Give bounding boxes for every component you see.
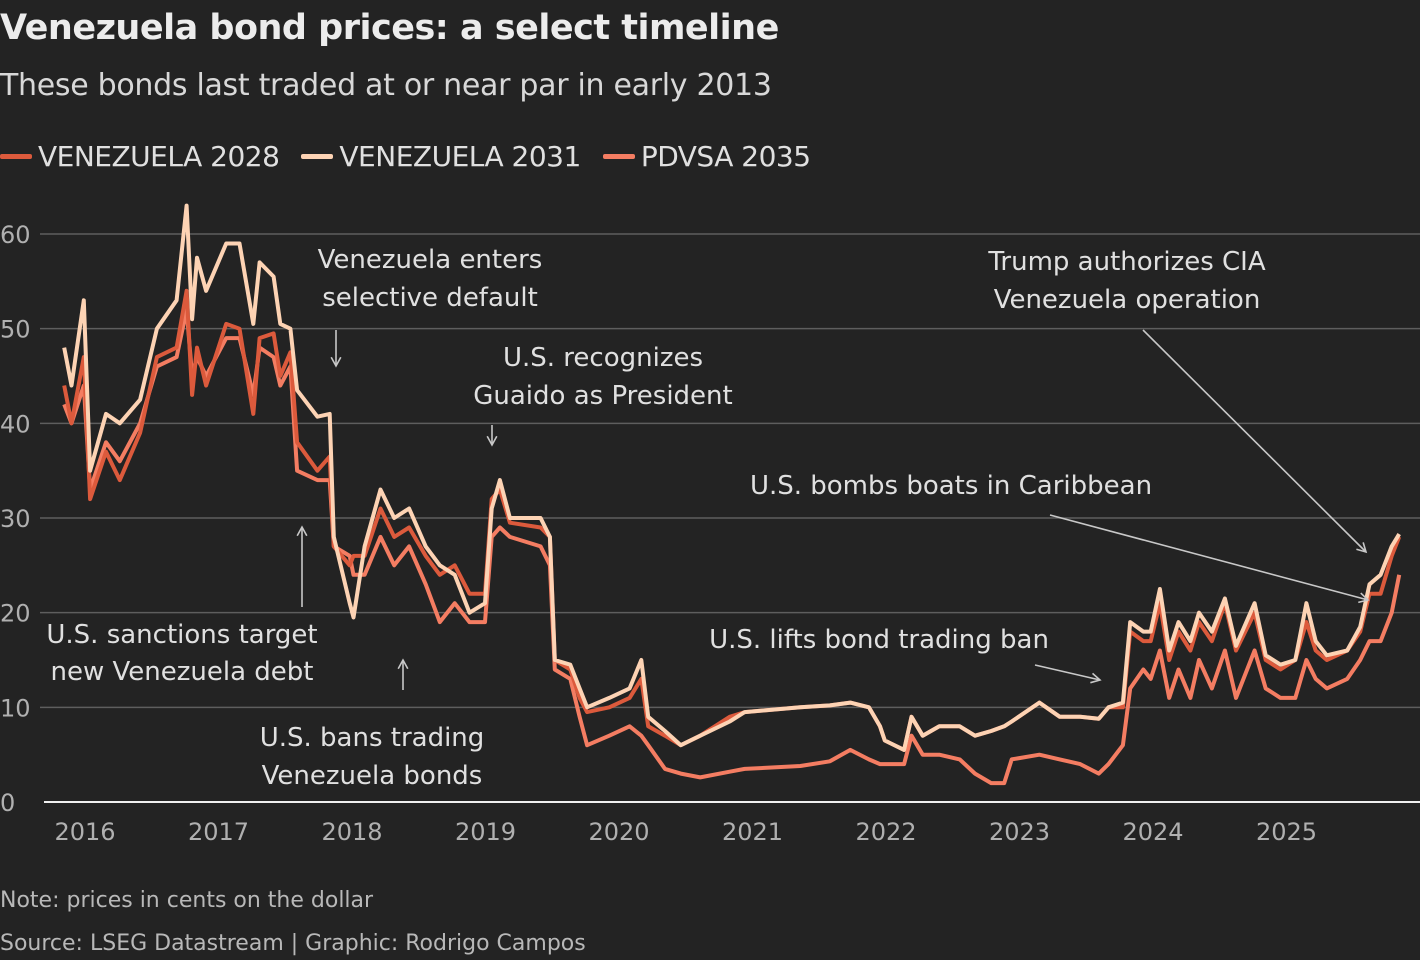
x-tick-label: 2018	[321, 818, 382, 846]
annotation: U.S. lifts bond trading ban	[709, 625, 1102, 684]
x-tick-label: 2023	[989, 818, 1050, 846]
annotation-text: U.S. recognizes	[503, 343, 703, 373]
annotation-text: Venezuela enters	[318, 245, 543, 275]
y-tick-label: 40	[0, 410, 31, 438]
arrowhead-icon	[296, 525, 308, 537]
series-line-venezuela-2031	[62, 203, 1401, 752]
annotation-text: Trump authorizes CIA	[987, 247, 1266, 277]
chart-subtitle: These bonds last traded at or near par i…	[0, 68, 772, 103]
arrowhead-icon	[1356, 542, 1368, 554]
x-tick-label: 2019	[455, 818, 516, 846]
annotation: Venezuela enters selective default	[318, 245, 543, 368]
y-tick-label: 30	[0, 505, 31, 533]
x-tick-label: 2024	[1122, 818, 1183, 846]
annotation: U.S. bans trading Venezuela bonds	[260, 658, 485, 791]
legend-label: VENEZUELA 2028	[38, 140, 280, 173]
x-tick-label: 2022	[855, 818, 916, 846]
legend-item-venezuela-2031: VENEZUELA 2031	[301, 140, 581, 173]
annotation-arrow-line	[1034, 664, 1101, 681]
arrowhead-icon	[1358, 592, 1370, 604]
legend: VENEZUELA 2028 VENEZUELA 2031 PDVSA 2035	[0, 140, 811, 173]
x-tick-label: 2020	[588, 818, 649, 846]
legend-item-venezuela-2028: VENEZUELA 2028	[0, 140, 280, 173]
annotation-text: new Venezuela debt	[51, 657, 314, 687]
x-tick-label: 2021	[722, 818, 783, 846]
x-tick-label: 2016	[54, 818, 115, 846]
series-line-pdvsa-2035	[62, 307, 1402, 786]
y-tick-label: 10	[0, 694, 31, 722]
note: Note: prices in cents on the dollar	[0, 888, 374, 913]
arrowhead-icon	[397, 658, 409, 670]
annotation-arrow-line	[1142, 329, 1367, 553]
annotation: U.S. bombs boats in Caribbean	[750, 471, 1370, 604]
legend-swatch	[602, 154, 635, 159]
y-tick-label: 20	[0, 600, 31, 628]
y-tick-label: 60	[0, 221, 31, 249]
source: Source: LSEG Datastream | Graphic: Rodri…	[0, 931, 586, 956]
legend-label: VENEZUELA 2031	[339, 140, 581, 173]
annotation-text: selective default	[322, 283, 538, 313]
arrowhead-icon	[486, 435, 498, 447]
arrowhead-icon	[1090, 672, 1102, 684]
annotation-text: U.S. lifts bond trading ban	[709, 625, 1049, 655]
annotation-text: Venezuela bonds	[262, 761, 483, 791]
x-tick-label: 2017	[188, 818, 249, 846]
annotation-text: Venezuela operation	[994, 285, 1261, 315]
legend-item-pdvsa-2035: PDVSA 2035	[602, 140, 811, 173]
arrowhead-icon	[330, 356, 342, 368]
y-tick-label: 0	[0, 789, 15, 817]
legend-label: PDVSA 2035	[640, 140, 811, 173]
chart-title: Venezuela bond prices: a select timeline	[0, 8, 779, 48]
annotation-text: U.S. bombs boats in Caribbean	[750, 471, 1152, 501]
annotation-text: Guaido as President	[473, 381, 732, 411]
annotation: U.S. recognizes Guaido as President	[473, 343, 733, 447]
annotation-text: U.S. bans trading	[260, 723, 485, 753]
legend-swatch	[301, 154, 334, 159]
annotation: U.S. sanctions target new Venezuela debt	[46, 525, 318, 687]
annotation: Trump authorizes CIA Venezuela operation	[987, 247, 1368, 554]
annotation-arrow-line	[1049, 514, 1369, 601]
legend-swatch	[0, 154, 32, 159]
annotation-text: U.S. sanctions target	[46, 620, 317, 650]
y-tick-label: 50	[0, 316, 31, 344]
x-tick-label: 2025	[1256, 818, 1317, 846]
